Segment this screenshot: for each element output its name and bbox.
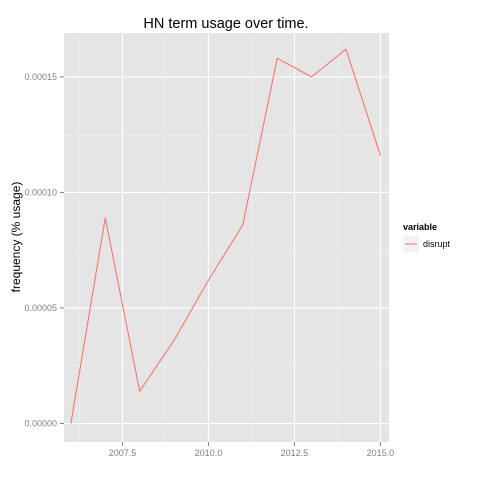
legend: variable disrupt — [403, 222, 451, 252]
x-tick-label: 2010.0 — [195, 448, 223, 458]
legend-title: variable — [403, 222, 437, 232]
x-tick-label: 2012.5 — [281, 448, 309, 458]
x-tick-label: 2015.0 — [367, 448, 395, 458]
series-line-disrupt — [70, 48, 381, 424]
y-axis-title: frequency (% usage) — [9, 182, 23, 293]
plot-panel — [64, 33, 389, 442]
series-layer — [70, 48, 381, 424]
grid-major — [64, 33, 389, 442]
y-tick-label: 0.00015 — [24, 72, 57, 82]
y-tick-label: 0.00005 — [24, 303, 57, 313]
y-tick-label: 0.00000 — [24, 419, 57, 429]
legend-label-disrupt: disrupt — [423, 239, 451, 249]
chart-title: HN term usage over time. — [143, 16, 308, 32]
y-axis: 0.00000 0.00005 0.00010 0.00015 — [24, 72, 64, 429]
x-axis: 2007.5 2010.0 2012.5 2015.0 — [109, 442, 394, 458]
x-tick-label: 2007.5 — [109, 448, 137, 458]
y-tick-label: 0.00010 — [24, 187, 57, 197]
